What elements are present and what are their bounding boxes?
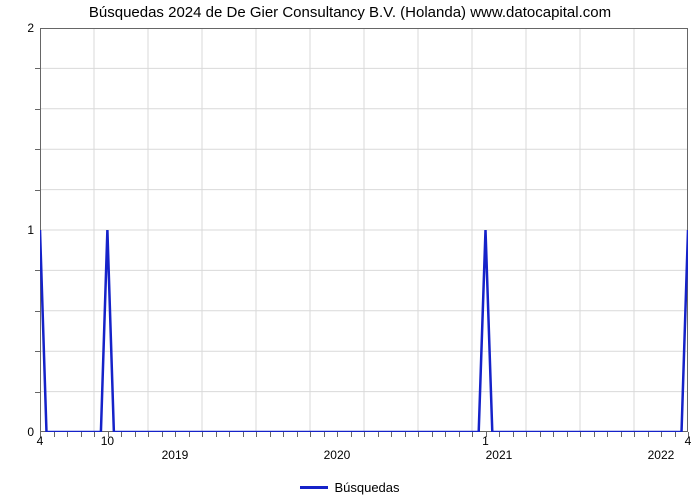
x-minor-tick	[148, 432, 149, 437]
chart-title: Búsquedas 2024 de De Gier Consultancy B.…	[0, 4, 700, 21]
x-minor-tick	[607, 432, 608, 437]
x-minor-tick	[513, 432, 514, 437]
chart-svg	[40, 28, 688, 432]
x-minor-tick	[648, 432, 649, 437]
x-tick-label: 2022	[648, 448, 675, 462]
x-minor-tick	[202, 432, 203, 437]
y-tick-label: 0	[20, 425, 34, 439]
x-minor-tick	[432, 432, 433, 437]
data-point-label: 4	[685, 434, 692, 448]
x-minor-tick	[216, 432, 217, 437]
data-point-label: 4	[37, 434, 44, 448]
x-minor-tick	[391, 432, 392, 437]
legend: Búsquedas	[0, 476, 700, 495]
x-minor-tick	[553, 432, 554, 437]
x-minor-tick	[526, 432, 527, 437]
x-minor-tick	[189, 432, 190, 437]
x-minor-tick	[580, 432, 581, 437]
y-tick-label: 1	[20, 223, 34, 237]
plot-area	[40, 28, 688, 432]
x-minor-tick	[310, 432, 311, 437]
x-minor-tick	[283, 432, 284, 437]
x-minor-tick	[634, 432, 635, 437]
x-minor-tick	[94, 432, 95, 437]
x-minor-tick	[256, 432, 257, 437]
x-minor-tick	[364, 432, 365, 437]
x-tick-label: 2019	[162, 448, 189, 462]
chart-root: Búsquedas 2024 de De Gier Consultancy B.…	[0, 0, 700, 500]
x-minor-tick	[81, 432, 82, 437]
legend-label: Búsquedas	[334, 480, 399, 495]
x-minor-tick	[135, 432, 136, 437]
x-minor-tick	[418, 432, 419, 437]
y-tick-label: 2	[20, 21, 34, 35]
x-minor-tick	[54, 432, 55, 437]
legend-item: Búsquedas	[300, 480, 399, 495]
x-minor-tick	[378, 432, 379, 437]
x-minor-tick	[499, 432, 500, 437]
x-minor-tick	[229, 432, 230, 437]
data-point-label: 10	[101, 434, 114, 448]
x-minor-tick	[675, 432, 676, 437]
x-minor-tick	[324, 432, 325, 437]
x-minor-tick	[661, 432, 662, 437]
x-minor-tick	[175, 432, 176, 437]
x-minor-tick	[459, 432, 460, 437]
x-minor-tick	[243, 432, 244, 437]
x-minor-tick	[121, 432, 122, 437]
x-minor-tick	[270, 432, 271, 437]
x-minor-tick	[472, 432, 473, 437]
x-minor-tick	[621, 432, 622, 437]
data-point-label: 1	[482, 434, 489, 448]
x-minor-tick	[67, 432, 68, 437]
x-minor-tick	[351, 432, 352, 437]
x-minor-tick	[405, 432, 406, 437]
x-minor-tick	[297, 432, 298, 437]
x-tick-label: 2020	[324, 448, 351, 462]
x-tick-label: 2021	[486, 448, 513, 462]
x-minor-tick	[594, 432, 595, 437]
x-minor-tick	[567, 432, 568, 437]
x-minor-tick	[337, 432, 338, 437]
x-minor-tick	[162, 432, 163, 437]
legend-swatch	[300, 486, 328, 489]
x-minor-tick	[540, 432, 541, 437]
x-minor-tick	[445, 432, 446, 437]
